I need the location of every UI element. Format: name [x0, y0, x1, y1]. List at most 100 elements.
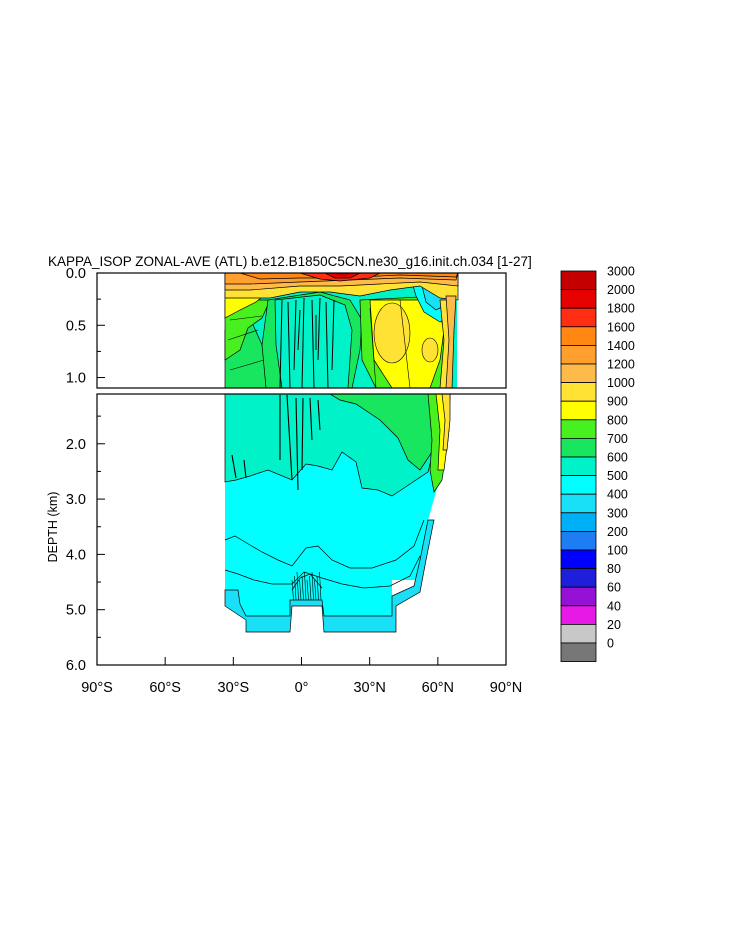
y-tick-label: 3.0 — [66, 492, 86, 508]
chart-title: KAPPA_ISOP ZONAL-AVE (ATL) b.e12.B1850C5… — [48, 254, 532, 269]
colorbar-label: 400 — [607, 488, 628, 502]
contour-region-400 — [224, 519, 435, 633]
colorbar-label: 1800 — [607, 302, 635, 316]
contour-region-1000 — [373, 302, 411, 364]
contour-line — [229, 359, 265, 371]
colorbar-swatch-80 — [560, 568, 597, 588]
colorbar-swatch-600 — [560, 456, 597, 477]
colorbar-label: 3000 — [607, 265, 635, 279]
contour-line — [227, 329, 259, 341]
colorbar: 3000200018001600140012001000900800700600… — [560, 265, 635, 663]
colorbar-label: 500 — [607, 469, 628, 483]
colorbar-label: 200 — [607, 525, 628, 539]
contour-line — [317, 297, 321, 361]
colorbar-swatch-1200 — [560, 363, 597, 384]
colorbar-label: 20 — [607, 618, 621, 632]
colorbar-label: 1000 — [607, 376, 635, 390]
y-tick-label: 4.0 — [66, 547, 86, 563]
colorbar-swatch-1800 — [560, 307, 597, 328]
y-tick-label: 5.0 — [66, 603, 86, 619]
colorbar-swatch-800 — [560, 419, 597, 439]
colorbar-label: 0 — [607, 637, 614, 651]
contour-line — [229, 315, 263, 321]
contour-region-1200 — [445, 295, 457, 388]
y-tick-label: 0.5 — [66, 318, 86, 334]
x-axis: 90°S 60°S 30°S 0° 30°N 60°N 90°N — [81, 657, 522, 696]
y-axis: 0.0 0.5 1.0 2.0 3.0 4.0 5.0 6.0 — [66, 266, 105, 674]
colorbar-swatch-1600 — [560, 326, 597, 346]
colorbar-swatch-300 — [560, 512, 597, 532]
contour-region-3000 — [335, 273, 350, 276]
colorbar-label: 800 — [607, 413, 628, 427]
y-tick-label: 6.0 — [66, 658, 86, 674]
colorbar-label: 80 — [607, 562, 621, 576]
colorbar-swatch-500 — [560, 475, 597, 495]
upper-panel-field — [224, 273, 459, 388]
y-tick-label: 2.0 — [66, 437, 86, 453]
contour-line — [399, 299, 411, 388]
colorbar-swatch-100 — [560, 549, 597, 570]
contour-line — [304, 571, 307, 601]
lower-panel-field — [224, 394, 451, 633]
colorbar-label: 300 — [607, 506, 628, 520]
colorbar-swatch-60 — [560, 586, 597, 607]
y-axis-label: DEPTH (km) — [46, 492, 60, 563]
contour-line — [286, 394, 293, 481]
contour-line — [306, 579, 309, 601]
colorbar-label: 600 — [607, 451, 628, 465]
y-tick-label: 0.0 — [66, 266, 86, 282]
contour-line — [369, 307, 377, 388]
contour-line — [301, 397, 304, 471]
y-tick-label: 1.0 — [66, 371, 86, 387]
x-tick-label: 60°S — [149, 680, 181, 696]
contour-line — [294, 575, 297, 601]
colorbar-swatch-0 — [560, 642, 597, 663]
contour-line — [317, 399, 321, 431]
upper-panel-frame — [96, 272, 507, 389]
contour-line — [293, 299, 297, 371]
contour-line — [297, 309, 301, 351]
colorbar-swatch-700 — [560, 437, 597, 458]
colorbar-swatch-20 — [560, 624, 597, 644]
x-tick-label: 90°S — [81, 680, 113, 696]
colorbar-label: 60 — [607, 581, 621, 595]
contour-region-1000 — [441, 394, 451, 451]
colorbar-swatch-1400 — [560, 344, 597, 365]
colorbar-label: 100 — [607, 544, 628, 558]
contour-line — [295, 397, 299, 491]
colorbar-label: 40 — [607, 599, 621, 613]
colorbar-label: 700 — [607, 432, 628, 446]
contour-line — [311, 571, 314, 601]
contour-line — [224, 555, 421, 589]
x-tick-label: 90°N — [490, 680, 522, 696]
colorbar-label: 1600 — [607, 320, 635, 334]
contour-line — [224, 519, 425, 569]
colorbar-label: 2000 — [607, 283, 635, 297]
colorbar-swatch-2000 — [560, 289, 597, 309]
contour-line — [296, 571, 299, 601]
contour-line — [309, 575, 312, 601]
contour-line — [301, 575, 304, 601]
colorbar-label: 1400 — [607, 339, 635, 353]
contour-line — [291, 579, 294, 601]
contour-line — [331, 299, 335, 371]
colorbar-label: 1200 — [607, 358, 635, 372]
contour-line — [301, 297, 305, 388]
x-tick-label: 0° — [295, 680, 309, 696]
colorbar-swatch-1000 — [560, 382, 597, 402]
contour-line — [287, 301, 291, 388]
colorbar-swatch-400 — [560, 493, 597, 514]
x-tick-label: 30°S — [218, 680, 250, 696]
colorbar-swatch-3000 — [560, 270, 597, 291]
colorbar-label: 900 — [607, 395, 628, 409]
x-tick-label: 30°N — [353, 680, 385, 696]
contour-line — [319, 571, 322, 601]
x-tick-label: 60°N — [422, 680, 454, 696]
contour-line — [311, 299, 315, 388]
colorbar-swatch-900 — [560, 400, 597, 421]
contour-line — [325, 301, 329, 388]
colorbar-swatch-40 — [560, 605, 597, 625]
contour-line — [299, 579, 302, 601]
contour-line — [316, 575, 319, 601]
